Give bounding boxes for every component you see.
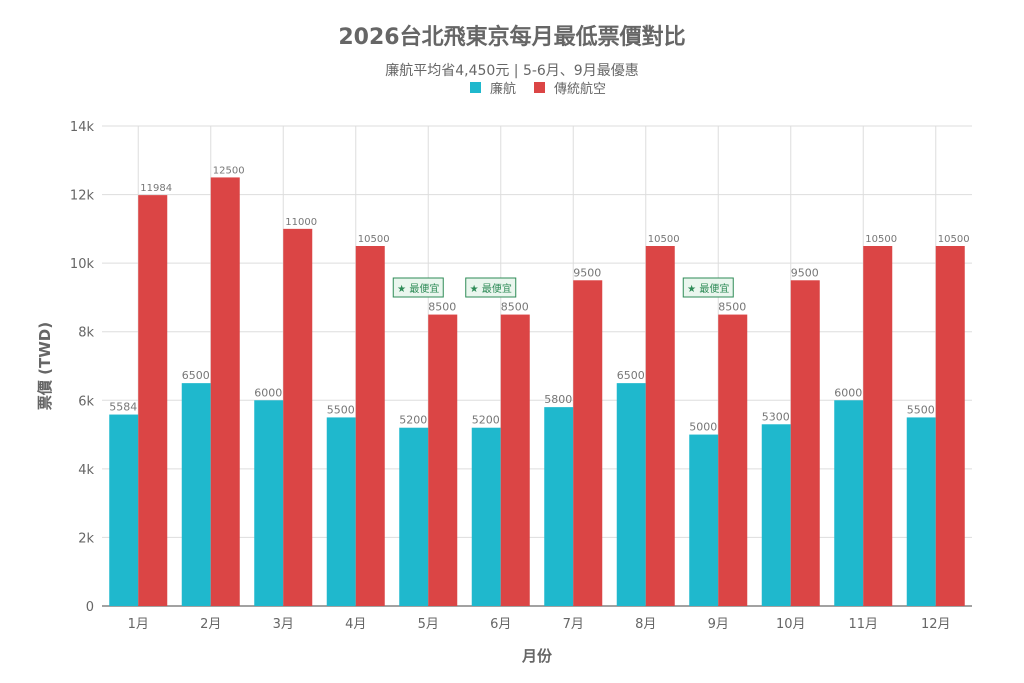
data-label: 8500 xyxy=(428,301,456,314)
annotation-box xyxy=(465,277,517,298)
chart-title: 2026台北飛東京每月最低票價對比 xyxy=(338,24,685,50)
bar-traditional xyxy=(428,314,458,606)
annotation-box xyxy=(682,277,734,298)
legend-swatch xyxy=(534,82,545,93)
data-label: 5200 xyxy=(472,414,500,427)
x-tick-label: 1月 xyxy=(128,617,149,632)
x-tick-label: 5月 xyxy=(418,617,439,632)
data-label: 9500 xyxy=(791,266,819,279)
y-tick-label: 2k xyxy=(78,531,94,546)
annotation-text: ★ 最便宜 xyxy=(470,282,512,295)
x-tick-label: 10月 xyxy=(776,617,806,632)
data-label: 6500 xyxy=(617,369,645,382)
bar-traditional xyxy=(863,246,893,606)
bar-traditional xyxy=(500,314,530,606)
data-label: 5800 xyxy=(544,393,572,406)
y-axis-label: 票價 (TWD) xyxy=(36,322,54,410)
annotation-box xyxy=(392,277,444,298)
bar-lcc xyxy=(254,400,284,606)
bar-traditional xyxy=(138,195,168,606)
bar-traditional xyxy=(718,314,748,606)
annotation-text: ★ 最便宜 xyxy=(397,282,439,295)
bar-lcc xyxy=(109,414,139,606)
x-tick-label: 3月 xyxy=(273,617,294,632)
bar-lcc xyxy=(471,427,501,606)
x-tick-label: 8月 xyxy=(635,617,656,632)
chart-subtitle: 廉航平均省4,450元 | 5-6月、9月最優惠 xyxy=(385,62,638,79)
data-label: 10500 xyxy=(648,234,680,245)
y-tick-label: 4k xyxy=(78,463,94,478)
bar-traditional xyxy=(573,280,603,606)
cheapest-annotation: ★ 最便宜 xyxy=(392,277,444,298)
data-label: 5584 xyxy=(109,401,137,414)
y-tick-label: 14k xyxy=(70,120,95,135)
data-label: 6000 xyxy=(254,386,282,399)
y-tick-label: 6k xyxy=(78,394,94,409)
data-label: 11984 xyxy=(140,183,172,194)
legend-item: 傳統航空 xyxy=(554,81,606,97)
data-label: 10500 xyxy=(865,234,897,245)
bar-traditional xyxy=(645,246,675,606)
bar-lcc xyxy=(689,434,719,606)
x-tick-label: 6月 xyxy=(490,617,511,632)
x-tick-label: 9月 xyxy=(708,617,729,632)
x-tick-label: 12月 xyxy=(921,617,951,632)
data-label: 9500 xyxy=(573,266,601,279)
data-label: 12500 xyxy=(213,165,245,176)
data-label: 11000 xyxy=(285,217,317,228)
bar-traditional xyxy=(935,246,965,606)
bar-lcc xyxy=(326,417,356,606)
data-label: 6500 xyxy=(182,369,210,382)
bar-lcc xyxy=(616,383,646,606)
x-tick-label: 11月 xyxy=(848,617,878,632)
data-label: 10500 xyxy=(938,234,970,245)
bar-lcc xyxy=(399,427,429,606)
x-tick-label: 2月 xyxy=(200,617,221,632)
data-label: 5500 xyxy=(327,403,355,416)
cheapest-annotation: ★ 最便宜 xyxy=(682,277,734,298)
legend-swatch xyxy=(470,82,481,93)
bar-traditional xyxy=(790,280,820,606)
bar-lcc xyxy=(544,407,574,606)
data-label: 5500 xyxy=(907,403,935,416)
y-tick-label: 8k xyxy=(78,326,94,341)
y-tick-label: 12k xyxy=(70,189,95,204)
y-tick-label: 0 xyxy=(86,600,94,615)
cheapest-annotation: ★ 最便宜 xyxy=(465,277,517,298)
bar-traditional xyxy=(210,177,240,606)
data-label: 6000 xyxy=(834,386,862,399)
bar-traditional xyxy=(283,228,313,606)
data-label: 8500 xyxy=(718,301,746,314)
bar-lcc xyxy=(834,400,864,606)
data-label: 5200 xyxy=(399,414,427,427)
x-tick-label: 7月 xyxy=(563,617,584,632)
data-label: 5000 xyxy=(689,421,717,434)
bar-lcc xyxy=(181,383,211,606)
x-axis-label: 月份 xyxy=(521,647,553,665)
data-label: 5300 xyxy=(762,410,790,423)
annotation-text: ★ 最便宜 xyxy=(687,282,729,295)
bar-traditional xyxy=(355,246,385,606)
bar-lcc xyxy=(761,424,791,606)
data-label: 10500 xyxy=(358,234,390,245)
bar-lcc xyxy=(906,417,936,606)
y-tick-label: 10k xyxy=(70,257,95,272)
legend-item: 廉航 xyxy=(490,81,516,97)
x-tick-label: 4月 xyxy=(345,617,366,632)
data-label: 8500 xyxy=(501,301,529,314)
